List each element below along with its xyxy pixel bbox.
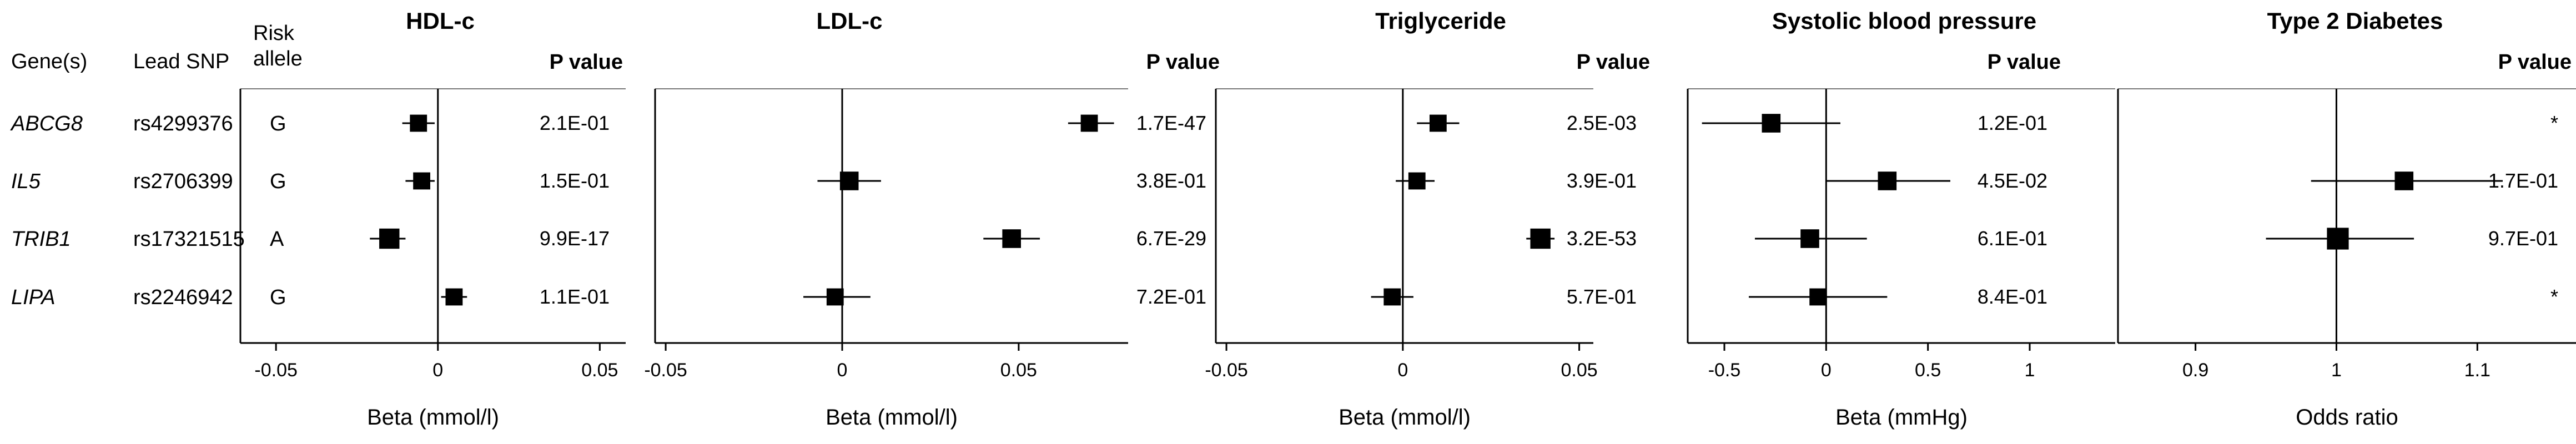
x-axis-label: Odds ratio xyxy=(2296,405,2398,430)
panel-type-2-diabetes: Type 2 Diabetes P value 0.9 1 1.1 Odds ratio *… xyxy=(2117,8,2576,430)
pvalue-label: 2.1E-01 xyxy=(540,112,610,134)
pvalue-label: 6.1E-01 xyxy=(1978,227,2047,250)
x-tick-label: 0.05 xyxy=(1000,360,1037,381)
allele-label: G xyxy=(270,286,286,309)
allele-label: A xyxy=(270,228,284,251)
pvalue-label: 3.9E-01 xyxy=(1567,169,1637,192)
x-axis-label: Beta (mmol/l) xyxy=(367,405,499,430)
point-estimate xyxy=(839,171,859,190)
forest-panels: HDL-c P value -0.05 0 0.05 Beta (mmol/l) 2.1E-… xyxy=(239,8,2576,430)
gene-label: TRIB1 xyxy=(11,228,71,251)
header-risk-allele-line2: allele xyxy=(253,47,303,70)
point-estimate xyxy=(1429,114,1447,132)
x-tick-label: 0 xyxy=(1821,360,1832,381)
pvalue-header: P value xyxy=(1577,51,1650,74)
pvalue-label: 3.8E-01 xyxy=(1136,169,1206,192)
point-estimate xyxy=(413,172,430,190)
point-estimate xyxy=(2394,171,2414,190)
x-tick-label: -0.05 xyxy=(1205,360,1248,381)
x-tick-label: 1 xyxy=(2331,360,2342,381)
point-estimate xyxy=(1762,114,1781,133)
panel-hdl-c: HDL-c P value -0.05 0 0.05 Beta (mmol/l) 2.1E-… xyxy=(239,8,626,430)
point-estimate xyxy=(1800,229,1819,248)
pvalue-header: P value xyxy=(1146,51,1220,74)
pvalue-label: * xyxy=(2550,112,2558,134)
point-estimate xyxy=(1530,228,1551,249)
snp-label: rs2246942 xyxy=(133,286,233,309)
snp-label: rs17321515 xyxy=(133,228,245,251)
gene-label: ABCG8 xyxy=(10,112,83,135)
pvalue-label: 9.9E-17 xyxy=(540,227,610,250)
pvalue-label: 3.2E-53 xyxy=(1567,227,1637,250)
point-estimate xyxy=(1080,114,1098,132)
pvalue-label: 8.4E-01 xyxy=(1978,285,2047,308)
pvalue-label: 4.5E-02 xyxy=(1978,169,2047,192)
panel-title: Systolic blood pressure xyxy=(1772,8,2036,34)
pvalue-label: * xyxy=(2550,285,2558,308)
x-axis-label: Beta (mmol/l) xyxy=(1339,405,1471,430)
panel-title: Triglyceride xyxy=(1375,8,1506,34)
x-tick-label: 0 xyxy=(432,360,443,381)
pvalue-header: P value xyxy=(550,51,623,74)
point-estimate xyxy=(445,288,463,306)
x-tick-label: -0.5 xyxy=(1708,360,1741,381)
header-gene: Gene(s) xyxy=(11,50,87,73)
point-estimate xyxy=(1408,172,1426,190)
pvalue-label: 5.7E-01 xyxy=(1567,285,1637,308)
point-estimate xyxy=(379,228,400,249)
pvalue-label: 1.1E-01 xyxy=(540,285,610,308)
pvalue-label: 2.5E-03 xyxy=(1567,112,1637,134)
gene-label: IL5 xyxy=(11,170,41,193)
x-tick-label: 0.5 xyxy=(1915,360,1941,381)
gene-label: LIPA xyxy=(11,286,56,309)
x-tick-label: 1.1 xyxy=(2464,360,2491,381)
pvalue-label: 1.2E-01 xyxy=(1978,112,2047,134)
point-estimate xyxy=(1809,288,1827,306)
point-estimate xyxy=(2327,228,2349,250)
x-tick-label: 0.9 xyxy=(2182,360,2208,381)
pvalue-header: P value xyxy=(1988,51,2061,74)
snp-label: rs2706399 xyxy=(133,170,233,193)
pvalue-label: 9.7E-01 xyxy=(2488,227,2558,250)
x-tick-label: 1 xyxy=(2025,360,2035,381)
pvalue-label: 1.5E-01 xyxy=(540,169,610,192)
panel-ldl-c: LDL-c P value -0.05 0 0.05 Beta (mmol/l) 1.7E-… xyxy=(644,8,1220,430)
x-tick-label: 0.05 xyxy=(581,360,618,381)
allele-label: G xyxy=(270,170,286,193)
point-estimate xyxy=(1383,288,1401,306)
pvalue-label: 1.7E-47 xyxy=(1136,112,1206,134)
x-tick-label: 0 xyxy=(1397,360,1408,381)
header-risk-allele-line1: Risk xyxy=(253,22,295,45)
panel-title: HDL-c xyxy=(406,8,475,34)
panel-title: Type 2 Diabetes xyxy=(2267,8,2443,34)
x-tick-label: -0.05 xyxy=(254,360,298,381)
pvalue-label: 7.2E-01 xyxy=(1136,285,1206,308)
x-tick-label: -0.05 xyxy=(644,360,687,381)
pvalue-header: P value xyxy=(2498,51,2572,74)
header-lead-snp: Lead SNP xyxy=(133,50,229,73)
point-estimate xyxy=(826,288,844,306)
point-estimate xyxy=(1002,229,1021,248)
panel-systolic-blood-pressure: Systolic blood pressure P value -0.5 0 0.5 1 B… xyxy=(1687,8,2115,430)
panel-triglyceride: Triglyceride P value -0.05 0 0.05 Beta (mmol/… xyxy=(1205,8,1650,430)
point-estimate xyxy=(1878,171,1897,190)
x-axis-label: Beta (mmol/l) xyxy=(826,405,958,430)
pvalue-label: 6.7E-29 xyxy=(1136,227,1206,250)
pvalue-label: 1.7E-01 xyxy=(2488,169,2558,192)
snp-label: rs4299376 xyxy=(133,112,233,135)
x-axis-label: Beta (mmHg) xyxy=(1835,405,1968,430)
allele-label: G xyxy=(270,112,286,135)
point-estimate xyxy=(410,114,427,132)
x-tick-label: 0.05 xyxy=(1561,360,1597,381)
panel-title: LDL-c xyxy=(817,8,883,34)
x-tick-label: 0 xyxy=(837,360,848,381)
